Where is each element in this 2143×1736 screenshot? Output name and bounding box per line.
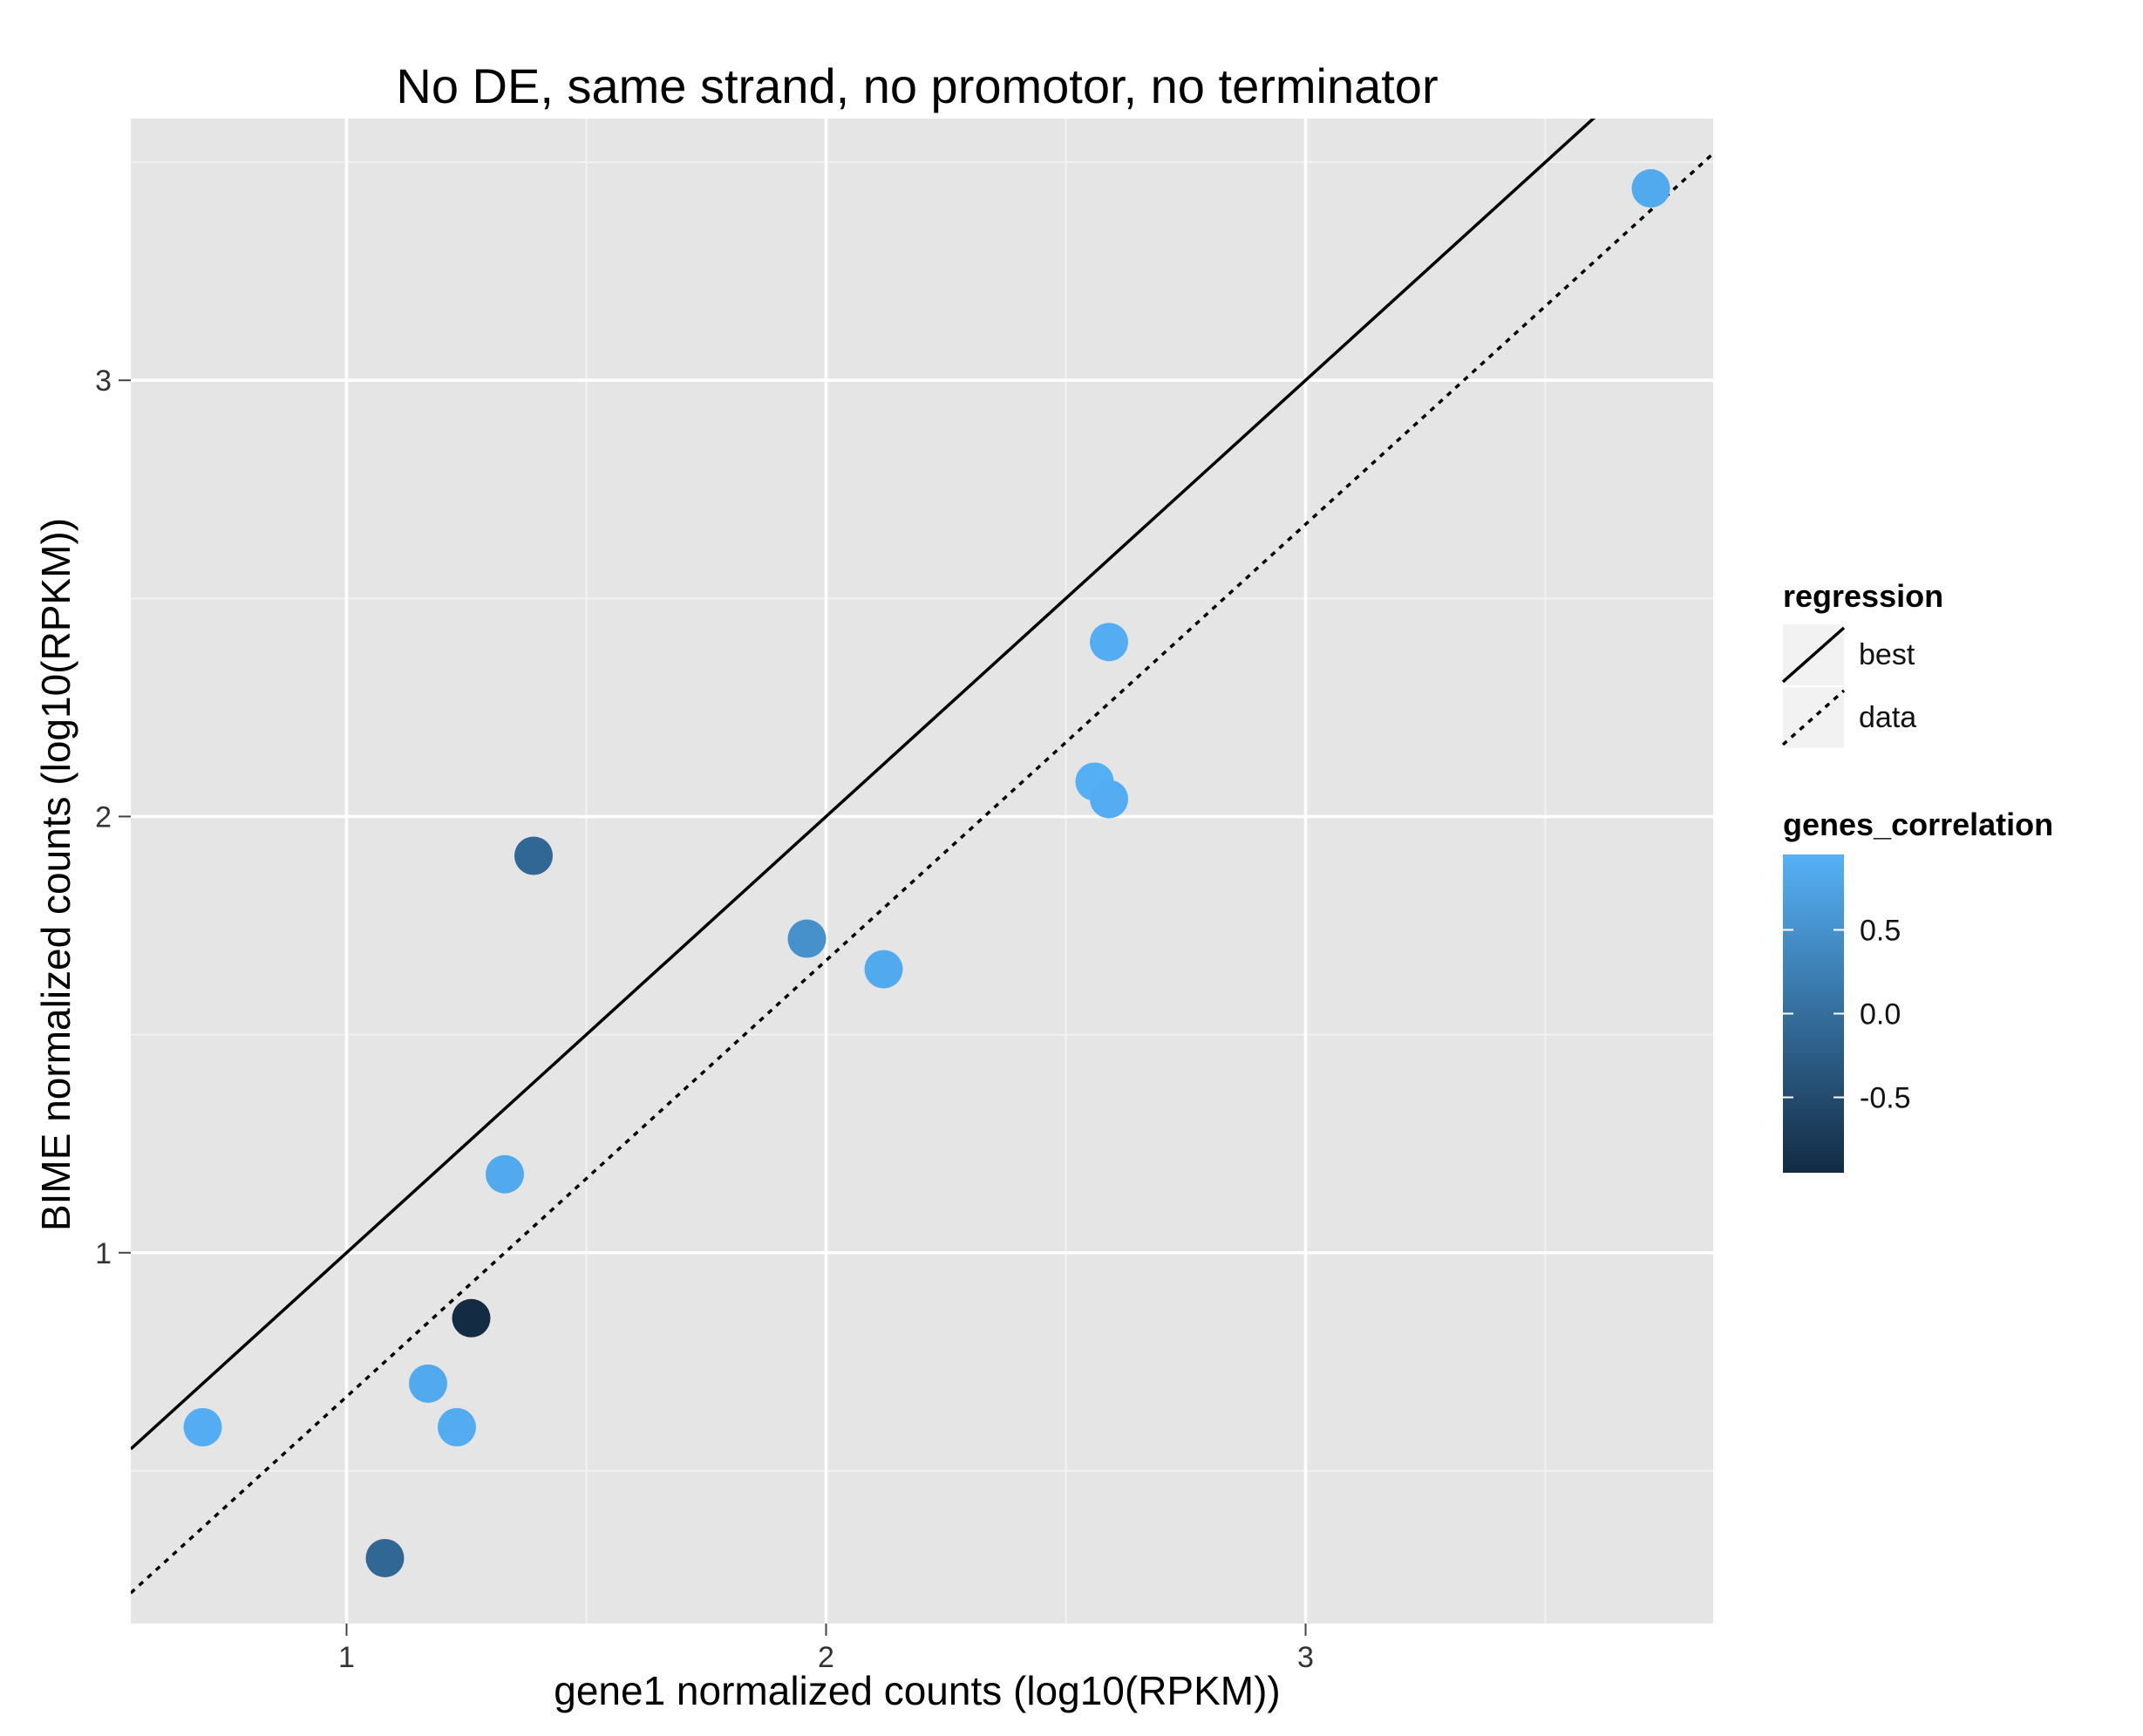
colorbar-tick-label: 0.5 [1860, 914, 1901, 947]
chart-title: No DE, same strand, no promotor, no term… [396, 58, 1438, 113]
legend-line-best [1781, 626, 1846, 684]
regression-line-best [131, 119, 1596, 1451]
y-tick-label: 3 [95, 364, 112, 398]
data-point [409, 1364, 447, 1403]
x-axis-title: gene1 normalized counts (log10(RPKM)) [554, 1668, 1281, 1713]
x-tick-label: 2 [818, 1641, 834, 1674]
data-point [1090, 779, 1128, 819]
legend-title-genes-correlation: genes_correlation [1783, 807, 2053, 842]
data-point [514, 836, 553, 875]
y-tick-label: 1 [95, 1237, 112, 1270]
y-axis-title: BIME normalized counts (log10(RPKM)) [33, 518, 78, 1231]
data-point [486, 1154, 524, 1194]
legend-title-regression: regression [1783, 578, 1943, 614]
legend-label-data: data [1859, 701, 1916, 734]
y-tick-label: 2 [95, 800, 112, 834]
plot-panel [131, 119, 1713, 1624]
data-point [365, 1538, 405, 1577]
data-point [438, 1407, 476, 1447]
data-point [1631, 169, 1670, 208]
data-point [1090, 623, 1128, 662]
x-tick-label: 1 [338, 1641, 355, 1674]
colorbar-tick-label: -0.5 [1860, 1082, 1911, 1115]
colorbar-tick-label: 0.0 [1860, 998, 1901, 1031]
legend-label-best: best [1859, 638, 1915, 671]
data-point [787, 919, 827, 958]
regression-line-data [131, 152, 1713, 1595]
x-tick-label: 3 [1297, 1641, 1314, 1674]
legend: regression best data genes_correlation 0.5 0.… [1781, 578, 2053, 1173]
data-point [864, 950, 903, 989]
legend-key-data [1783, 687, 1844, 748]
data-point [452, 1298, 491, 1338]
legend-line-data [1781, 689, 1846, 746]
data-point [183, 1407, 222, 1447]
